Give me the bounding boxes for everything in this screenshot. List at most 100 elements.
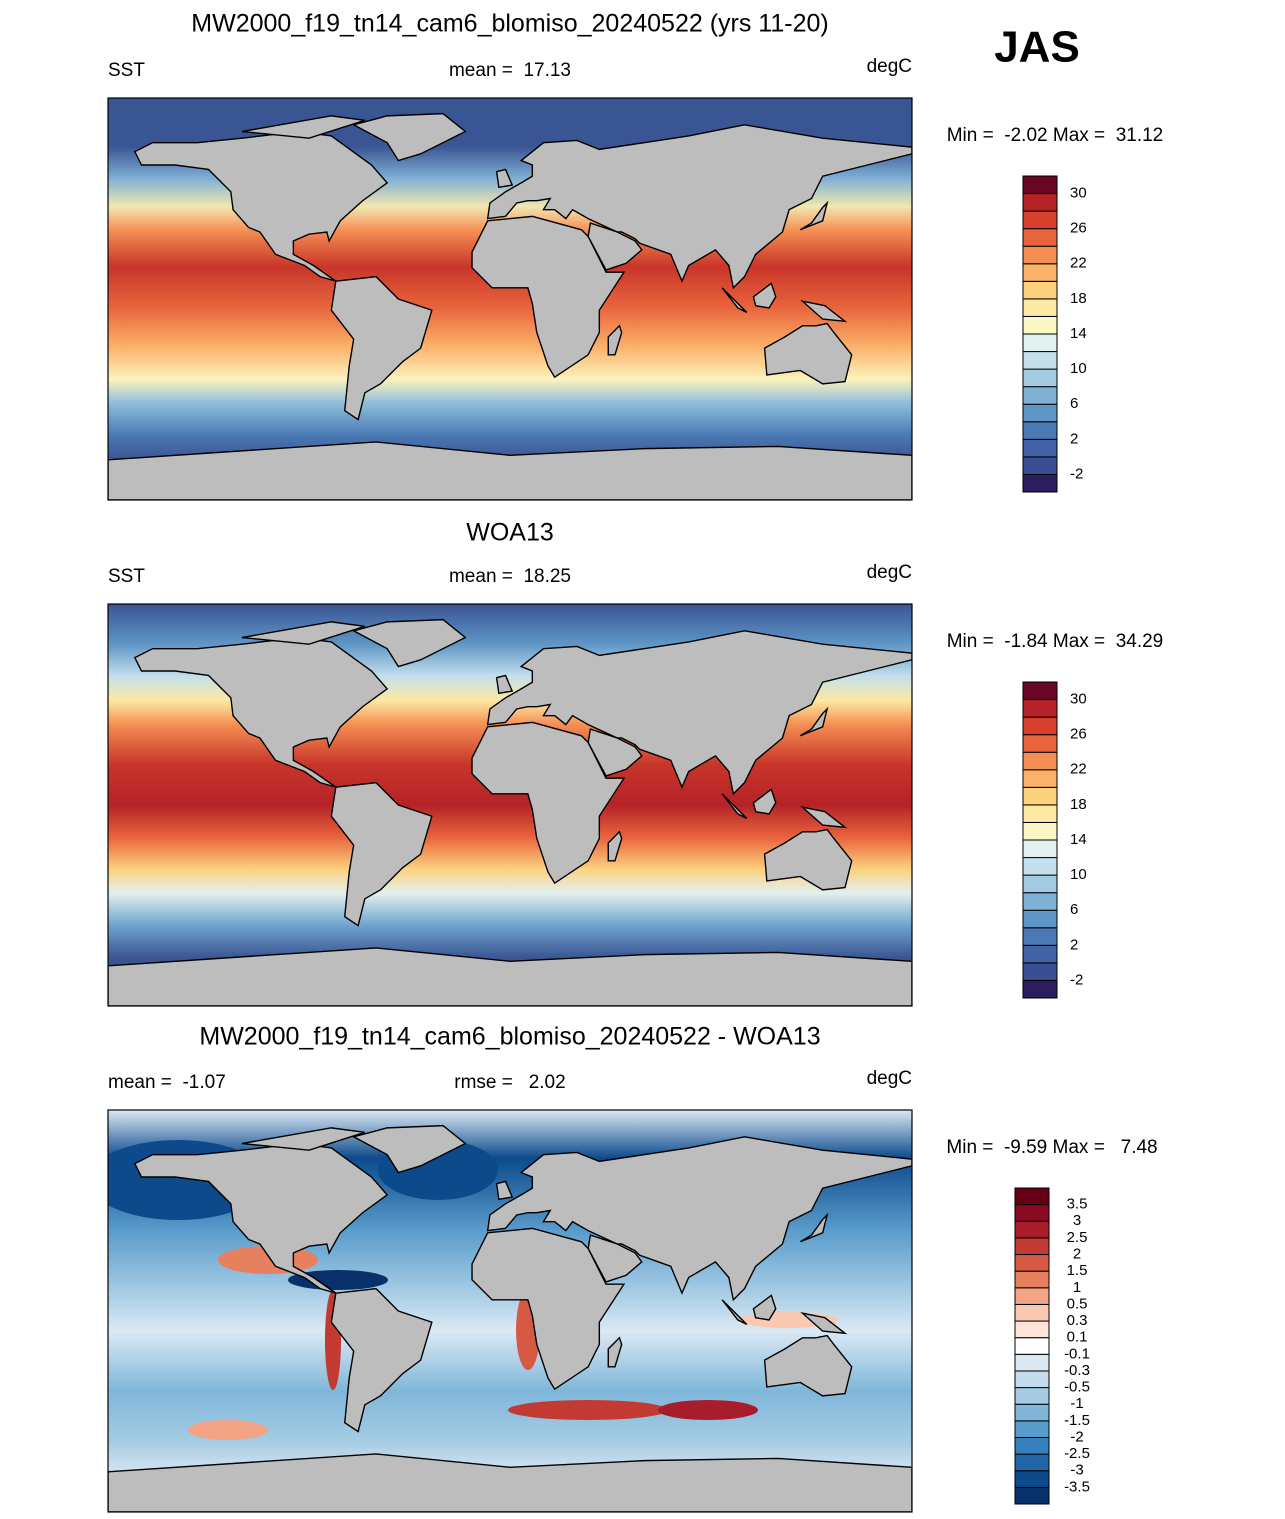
colorbar-box — [1022, 874, 1058, 894]
colorbar-label: -3 — [1070, 1462, 1083, 1479]
colorbar-label: 18 — [1070, 290, 1087, 307]
colorbar-box — [1022, 839, 1058, 859]
colorbar-box — [1022, 734, 1058, 753]
units: degC — [867, 1068, 912, 1089]
colorbar-label: 14 — [1070, 325, 1087, 342]
panel-title: WOA13 — [466, 519, 554, 547]
season: JAS — [994, 23, 1080, 72]
panel: MW2000_f19_tn14_cam6_blomiso_20240522 - … — [107, 1023, 1158, 1513]
colorbar-label: 30 — [1070, 185, 1087, 202]
colorbar-box — [1014, 1470, 1050, 1488]
colorbar-label: 3 — [1073, 1212, 1081, 1229]
colorbar-label: 6 — [1070, 395, 1078, 412]
colorbar-box — [1022, 315, 1058, 335]
colorbar-label: 2 — [1070, 936, 1078, 953]
colorbar-box — [1022, 298, 1058, 317]
colorbar-box — [1022, 944, 1058, 964]
colorbar-box — [1022, 386, 1058, 405]
colorbar-label: 2.5 — [1067, 1229, 1088, 1246]
colorbar-label: 3.5 — [1067, 1196, 1088, 1213]
colorbar-box — [1022, 193, 1058, 212]
colorbar-box — [1022, 699, 1058, 718]
colorbar-box — [1022, 927, 1058, 946]
colorbar-box — [1022, 804, 1058, 823]
colorbar-label: 2 — [1073, 1245, 1081, 1262]
colorbar-box — [1022, 228, 1058, 247]
colorbar-label: 14 — [1070, 831, 1087, 848]
colorbar-box — [1014, 1320, 1050, 1339]
colorbar-box — [1022, 716, 1058, 736]
colorbar-box — [1014, 1187, 1050, 1206]
colorbar-label: 10 — [1070, 360, 1087, 377]
colorbar-label: -2 — [1070, 465, 1083, 482]
colorbar-box — [1022, 821, 1058, 841]
colorbar-box — [1022, 681, 1058, 701]
colorbar-box — [1014, 1204, 1050, 1222]
left-label: SST — [108, 60, 145, 81]
colorbar-label: 1.5 — [1067, 1262, 1088, 1279]
colorbar-box — [1022, 857, 1058, 876]
colorbar-label: -0.1 — [1064, 1345, 1090, 1362]
map — [108, 1110, 912, 1512]
colorbar-box — [1022, 786, 1058, 806]
colorbar-box — [1022, 979, 1058, 999]
map — [108, 98, 912, 500]
colorbar-box — [1014, 1387, 1050, 1405]
colorbar-label: 26 — [1070, 726, 1087, 743]
panel-title: MW2000_f19_tn14_cam6_blomiso_20240522 - … — [199, 1023, 820, 1051]
colorbar-label: -2.5 — [1064, 1445, 1090, 1462]
colorbar-label: -1.5 — [1064, 1412, 1090, 1429]
colorbar-box — [1014, 1486, 1050, 1505]
colorbar-box — [1014, 1353, 1050, 1372]
colorbar-box — [1022, 421, 1058, 440]
colorbar-label: -0.3 — [1064, 1362, 1090, 1379]
colorbar-box — [1014, 1453, 1050, 1472]
colorbar-label: -2 — [1070, 971, 1083, 988]
colorbar-label: 0.5 — [1067, 1295, 1088, 1312]
colorbar-box — [1022, 438, 1058, 458]
panel: MW2000_f19_tn14_cam6_blomiso_20240522 (y… — [107, 10, 1164, 501]
colorbar-box — [1014, 1403, 1050, 1422]
colorbar-box — [1014, 1254, 1050, 1272]
colorbar-label: 26 — [1070, 220, 1087, 237]
colorbar-box — [1022, 473, 1058, 493]
map-frame — [107, 603, 913, 1007]
colorbar-label: 10 — [1070, 866, 1087, 883]
colorbar-label: -2 — [1070, 1428, 1083, 1445]
colorbar-box — [1014, 1237, 1050, 1256]
colorbar-box — [1022, 962, 1058, 981]
colorbar-label: 1 — [1073, 1279, 1081, 1296]
center-label: mean = 18.25 — [449, 566, 571, 587]
colorbar-label: 30 — [1070, 691, 1087, 708]
colorbar-label: 22 — [1070, 761, 1087, 778]
center-label: mean = 17.13 — [449, 60, 571, 81]
colorbar-box — [1022, 769, 1058, 788]
colorbar-box — [1022, 909, 1058, 929]
colorbar-label: 0.3 — [1067, 1312, 1088, 1329]
colorbar-box — [1022, 351, 1058, 370]
units: degC — [867, 56, 912, 77]
min-max: Min = -1.84 Max = 34.29 — [947, 631, 1164, 652]
colorbar-box — [1014, 1303, 1050, 1322]
left-label: SST — [108, 566, 145, 587]
colorbar-box — [1022, 210, 1058, 230]
colorbar-label: 0.1 — [1067, 1329, 1088, 1346]
colorbar-box — [1022, 175, 1058, 195]
panel: WOA13 SST mean = 18.25 degC Min = -1.84 … — [107, 519, 1164, 1007]
colorbar-box — [1022, 333, 1058, 353]
colorbar-box — [1022, 403, 1058, 423]
map-frame — [107, 97, 913, 501]
colorbar-box — [1022, 456, 1058, 475]
colorbar-box — [1022, 245, 1058, 265]
colorbar-box — [1022, 263, 1058, 282]
colorbar-box — [1022, 280, 1058, 300]
min-max: Min = -9.59 Max = 7.48 — [946, 1137, 1157, 1158]
map — [108, 604, 912, 1006]
colorbar-box — [1022, 368, 1058, 388]
colorbar-box — [1014, 1420, 1050, 1438]
min-max: Min = -2.02 Max = 31.12 — [947, 125, 1164, 146]
panel-title: MW2000_f19_tn14_cam6_blomiso_20240522 (y… — [191, 10, 828, 38]
colorbar-label: 6 — [1070, 901, 1078, 918]
colorbar-box — [1014, 1270, 1050, 1289]
